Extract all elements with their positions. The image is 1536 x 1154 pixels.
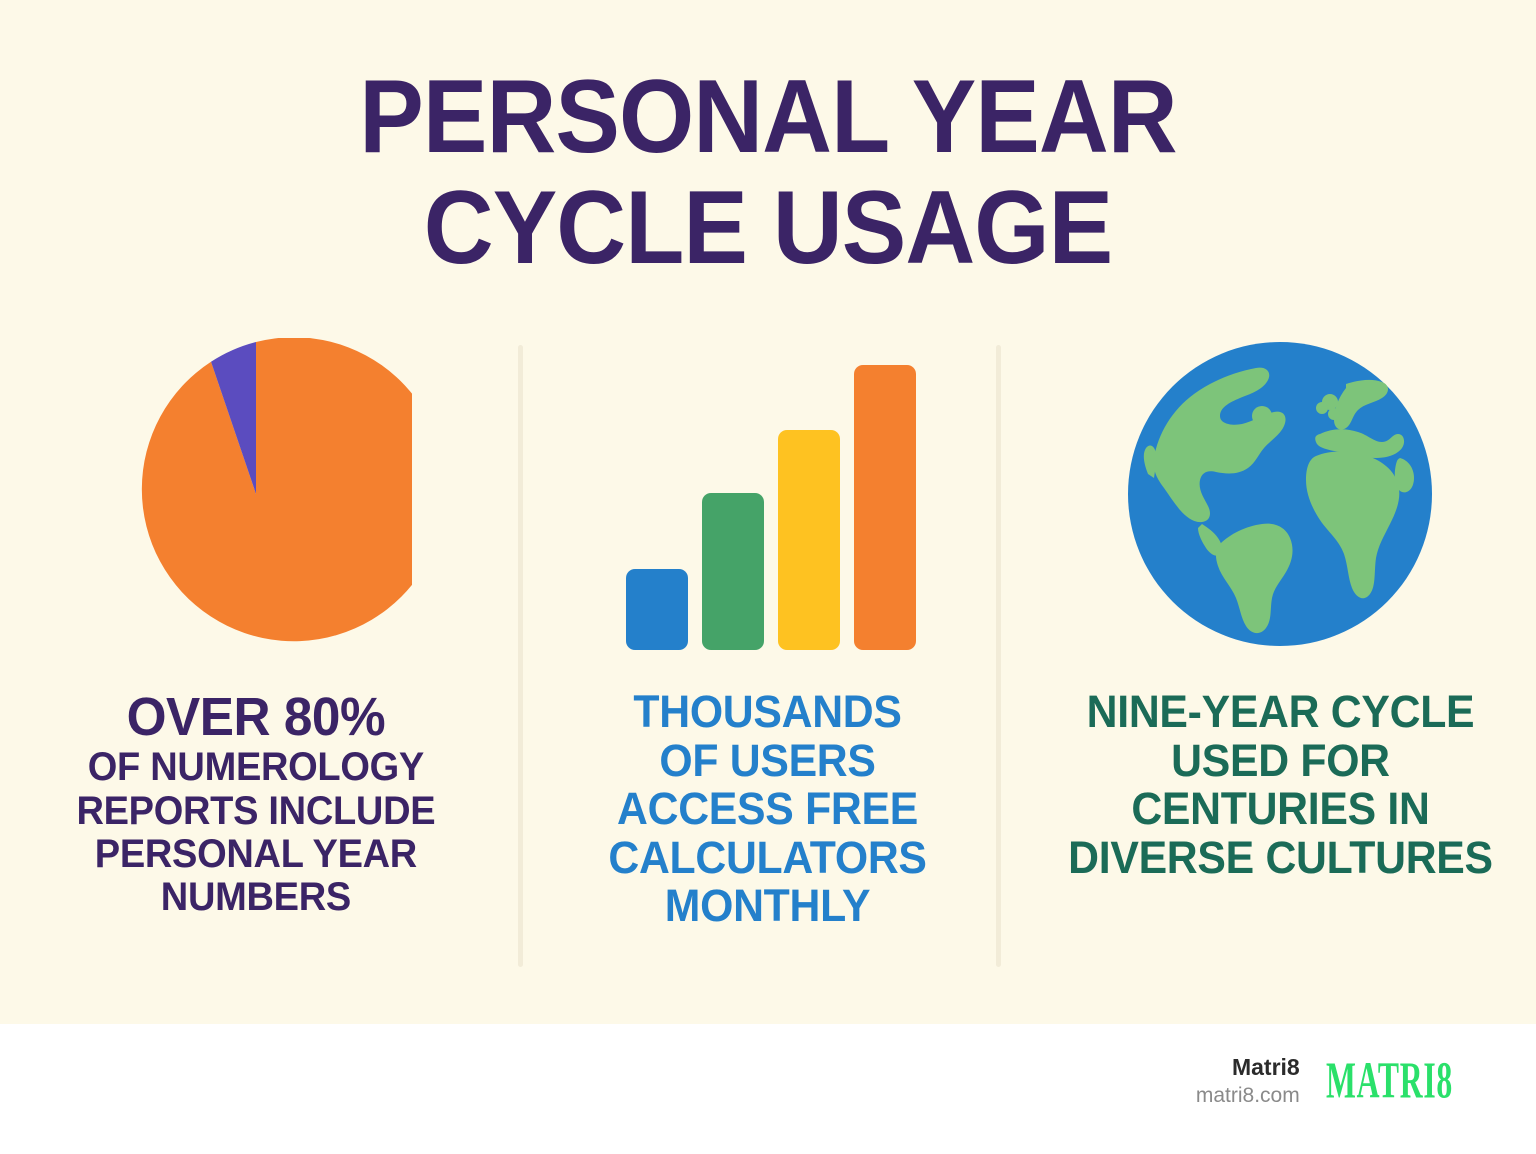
bar-2: [702, 493, 764, 650]
page-title: PERSONAL YEAR CYCLE USAGE: [54, 59, 1482, 287]
stat-body-line: ACCESS FREE: [617, 783, 919, 835]
stat-caption-bar: THOUSANDS OF USERS ACCESS FREE CALCULATO…: [608, 686, 928, 932]
bar-chart-icon: [626, 365, 916, 650]
stat-column-pie: OVER 80% OF NUMEROLOGY REPORTS INCLUDE P…: [0, 330, 512, 919]
stat-columns: OVER 80% OF NUMEROLOGY REPORTS INCLUDE P…: [0, 330, 1536, 990]
stat-body-line: NUMBERS: [160, 874, 352, 919]
bar-4: [854, 365, 916, 650]
stat-body-globe: NINE-YEAR CYCLE USED FOR CENTURIES IN DI…: [1067, 686, 1493, 883]
stat-body-line: OF USERS: [659, 734, 877, 786]
stat-body-line: MONTHLY: [665, 880, 871, 932]
footer-branding: Matri8 matri8.com MATRI8: [1196, 1052, 1502, 1110]
stat-body-bar: THOUSANDS OF USERS ACCESS FREE CALCULATO…: [608, 686, 928, 932]
stat-caption-pie: OVER 80% OF NUMEROLOGY REPORTS INCLUDE P…: [77, 688, 436, 919]
footer-bar: Matri8 matri8.com MATRI8: [0, 1024, 1536, 1154]
stat-headline-pie: OVER 80%: [126, 687, 386, 747]
bar-1: [626, 569, 688, 650]
pie-chart-icon: [141, 338, 412, 642]
stat-body-line: DIVERSE CULTURES: [1067, 831, 1493, 883]
stat-column-globe: NINE-YEAR CYCLE USED FOR CENTURIES IN DI…: [1024, 330, 1536, 882]
stat-body-line: OF NUMEROLOGY: [87, 745, 425, 790]
brand-url[interactable]: matri8.com: [1195, 1084, 1300, 1108]
bar-chart-graphic: [512, 330, 1024, 650]
stat-body-line: CENTURIES IN: [1130, 783, 1430, 835]
bar-3: [778, 430, 840, 650]
brand-name: Matri8: [1231, 1054, 1300, 1080]
page-title-line-1: PERSONAL YEAR: [359, 59, 1177, 175]
page-title-line-2: CYCLE USAGE: [423, 170, 1113, 287]
footer-text-block: Matri8 matri8.com: [1196, 1052, 1300, 1110]
stat-body-line: PERSONAL YEAR: [94, 831, 418, 876]
column-divider-1: [518, 345, 523, 967]
stat-column-bar: THOUSANDS OF USERS ACCESS FREE CALCULATO…: [512, 330, 1024, 931]
matri8-logo: MATRI8: [1325, 1051, 1453, 1110]
stat-body-line: THOUSANDS: [633, 686, 903, 737]
stat-body-pie: OF NUMEROLOGY REPORTS INCLUDE PERSONAL Y…: [77, 746, 436, 919]
column-divider-2: [996, 345, 1001, 967]
stat-body-line: CALCULATORS: [608, 831, 928, 883]
globe-icon: [1128, 342, 1432, 646]
globe-graphic: [1024, 330, 1536, 650]
stat-caption-globe: NINE-YEAR CYCLE USED FOR CENTURIES IN DI…: [1067, 686, 1493, 883]
stat-body-line: NINE-YEAR CYCLE: [1086, 686, 1474, 737]
stat-body-line: REPORTS INCLUDE: [76, 788, 436, 833]
stat-body-line: USED FOR: [1170, 734, 1390, 786]
pie-chart-graphic: [0, 330, 512, 650]
